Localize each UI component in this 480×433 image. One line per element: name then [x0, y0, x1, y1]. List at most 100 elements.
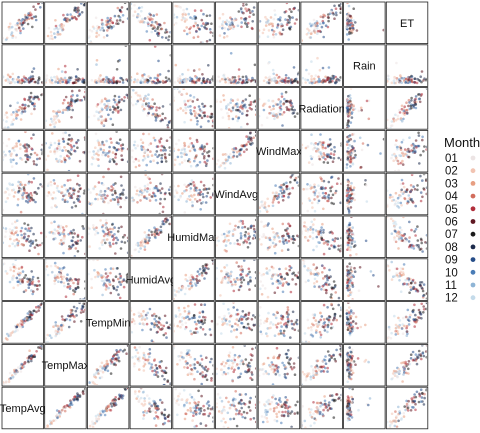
- data-point: [53, 182, 56, 185]
- data-point: [365, 99, 369, 103]
- data-point: [185, 7, 189, 11]
- data-point: [245, 23, 249, 26]
- data-point: [31, 278, 34, 281]
- data-point: [412, 285, 415, 289]
- data-point: [188, 27, 191, 31]
- data-point: [313, 209, 317, 213]
- data-point: [53, 75, 56, 79]
- data-point: [205, 187, 209, 191]
- data-point: [250, 328, 254, 332]
- data-point: [270, 277, 273, 281]
- data-point: [149, 76, 152, 80]
- data-point: [287, 234, 291, 238]
- data-point: [90, 162, 94, 166]
- data-point: [307, 72, 311, 76]
- data-point: [310, 225, 313, 229]
- data-point: [321, 66, 325, 70]
- data-point: [166, 123, 169, 127]
- data-point: [119, 175, 123, 179]
- scatter-points: [131, 88, 171, 129]
- data-point: [39, 183, 42, 186]
- data-point: [60, 191, 64, 194]
- data-point: [36, 157, 39, 161]
- data-point: [12, 118, 15, 121]
- data-point: [425, 186, 427, 189]
- data-point: [100, 276, 104, 279]
- data-point: [414, 234, 417, 237]
- data-point: [201, 328, 205, 331]
- data-point: [32, 77, 35, 81]
- data-point: [151, 112, 155, 116]
- data-point: [29, 100, 32, 103]
- data-point: [150, 154, 154, 157]
- data-point: [41, 185, 43, 188]
- data-point: [248, 270, 251, 274]
- data-point: [60, 315, 64, 318]
- panel-rain-vs-tempmax: [44, 44, 87, 87]
- data-point: [104, 196, 107, 200]
- data-point: [266, 197, 270, 201]
- data-point: [327, 283, 331, 286]
- data-point: [204, 263, 207, 266]
- data-point: [169, 54, 171, 57]
- data-point: [279, 189, 283, 193]
- data-point: [218, 79, 222, 83]
- diag-panel-windavg: WindAvg: [214, 172, 258, 216]
- data-point: [102, 194, 105, 197]
- data-point: [30, 242, 33, 245]
- data-point: [329, 80, 333, 84]
- data-point: [412, 185, 415, 188]
- data-point: [408, 136, 411, 139]
- data-point: [20, 323, 24, 327]
- diag-panel-et: ET: [385, 1, 429, 44]
- data-point: [126, 147, 128, 151]
- data-point: [143, 195, 146, 198]
- data-point: [131, 255, 133, 257]
- data-point: [173, 293, 177, 297]
- data-point: [333, 17, 336, 21]
- data-point: [177, 198, 180, 202]
- data-point: [231, 233, 235, 236]
- data-point: [350, 199, 354, 203]
- data-point: [409, 184, 413, 187]
- data-point: [252, 6, 256, 9]
- data-point: [37, 252, 40, 256]
- data-point: [188, 142, 192, 146]
- data-point: [28, 277, 32, 281]
- data-point: [387, 74, 390, 77]
- data-point: [290, 107, 294, 111]
- data-point: [22, 27, 25, 30]
- data-point: [193, 114, 197, 118]
- data-point: [113, 233, 116, 236]
- data-point: [281, 277, 284, 281]
- data-point: [96, 197, 100, 201]
- data-point: [82, 3, 86, 7]
- data-point: [294, 282, 298, 286]
- data-point: [273, 238, 276, 241]
- data-point: [23, 235, 27, 239]
- data-point: [174, 4, 177, 8]
- data-point: [11, 183, 14, 186]
- data-point: [264, 24, 268, 27]
- panel-et-vs-tempmin: [87, 1, 130, 44]
- data-point: [196, 330, 199, 334]
- data-point: [6, 80, 10, 84]
- data-point: [156, 155, 159, 159]
- data-point: [32, 290, 35, 293]
- data-point: [147, 102, 151, 105]
- data-point: [267, 99, 271, 102]
- data-point: [29, 244, 32, 248]
- data-point: [223, 314, 226, 318]
- diag-panel-humidmax: HumidMax: [167, 215, 220, 258]
- panel-radiation-vs-tempmax: [44, 87, 87, 130]
- data-point: [231, 155, 235, 159]
- data-point: [76, 182, 79, 186]
- panel-humidmax-vs-tempmax: [44, 215, 87, 258]
- data-point: [12, 188, 16, 192]
- data-point: [88, 202, 92, 205]
- data-point: [139, 81, 143, 84]
- data-point: [74, 17, 78, 20]
- panel-humidmax-vs-radiation: [300, 215, 343, 258]
- data-point: [148, 236, 151, 240]
- data-point: [200, 271, 204, 275]
